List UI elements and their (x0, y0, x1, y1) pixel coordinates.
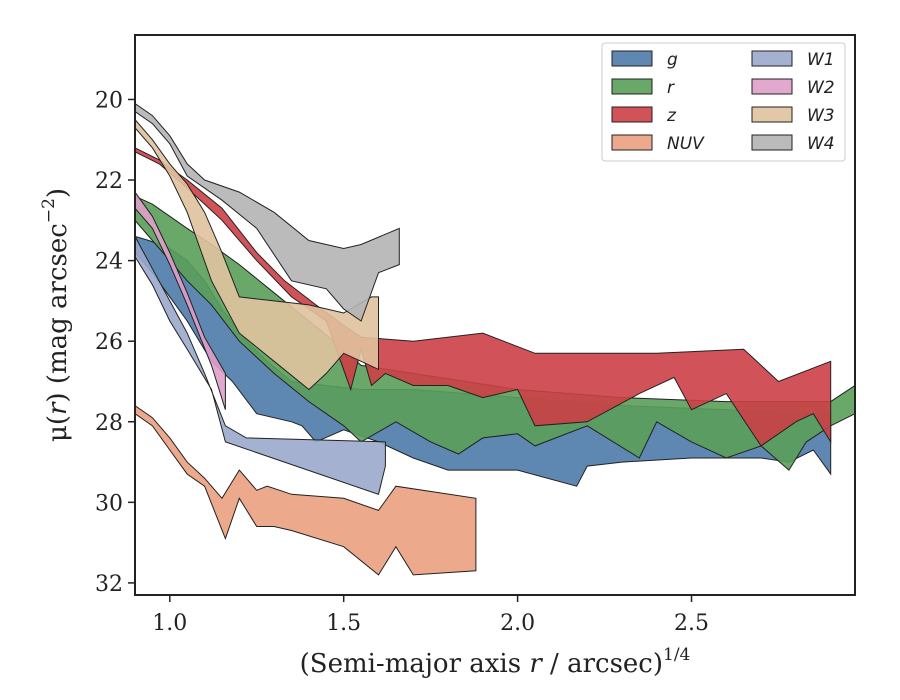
legend-label-r: r (667, 78, 675, 98)
y-axis: 20 22 24 26 28 30 32 (95, 88, 135, 597)
legend-swatch-nuv (611, 134, 653, 151)
y-tick-label-4: 28 (95, 411, 123, 436)
y-tick-label-2: 24 (95, 250, 123, 275)
legend-swatch-z (611, 106, 653, 123)
y-tick-label-0: 20 (95, 88, 123, 113)
y-tick-label-1: 22 (95, 169, 123, 194)
legend-label-w2: W2 (807, 78, 835, 98)
x-tick-label-2: 2.0 (500, 611, 535, 636)
x-tick-label-1: 1.5 (326, 611, 361, 636)
legend-label-w4: W4 (807, 134, 835, 154)
y-tick-label-5: 30 (95, 491, 123, 516)
legend-swatch-w4 (751, 134, 793, 151)
band-w4 (135, 102, 400, 322)
y-tick-label-3: 26 (95, 330, 123, 355)
legend-box (601, 42, 846, 162)
x-axis-label: (Semi-major axis r / arcsec)1/4 (300, 645, 691, 679)
legend-label-w1: W1 (807, 50, 835, 70)
plot-frame (134, 34, 856, 596)
legend-swatch-w1 (751, 50, 793, 67)
legend-label-g: g (667, 50, 678, 70)
y-tick-label-6: 32 (95, 572, 123, 597)
band-w2 (135, 191, 226, 410)
legend: grz NUV W1 W2 W3 W4 (601, 42, 846, 162)
y-axis-label: μ(r) (mag arcsec−2) (39, 188, 73, 442)
legend-label-w3: W3 (807, 106, 835, 126)
legend-swatch-r (611, 78, 653, 95)
band-w1 (135, 236, 386, 495)
legend-label-nuv: NUV (667, 134, 705, 154)
legend-label-z: z (666, 106, 677, 126)
legend-swatch-w2 (751, 78, 793, 95)
band-w3 (135, 118, 379, 391)
series-bands (135, 102, 855, 576)
x-tick-label-0: 1.0 (152, 611, 187, 636)
band-nuv (135, 404, 477, 576)
legend-swatch-w3 (751, 106, 793, 123)
x-tick-label-3: 2.5 (674, 611, 709, 636)
x-axis: 1.0 1.5 2.0 2.5 (152, 595, 709, 636)
legend-swatch-g (611, 50, 653, 67)
